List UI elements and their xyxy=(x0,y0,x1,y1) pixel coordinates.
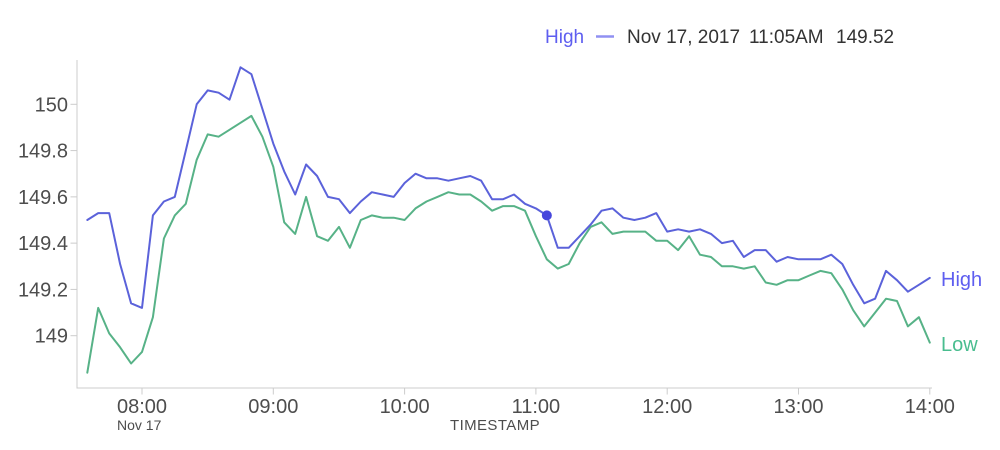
x-tick-label: 13:00 xyxy=(773,396,823,418)
series-lines[interactable] xyxy=(86,66,931,374)
hover-marker-dot xyxy=(541,210,552,221)
series-line-low[interactable] xyxy=(86,114,931,374)
x-axis-date-label: Nov 17 xyxy=(117,417,162,433)
y-tick-label: 149.2 xyxy=(18,279,68,301)
y-tick-label: 149.6 xyxy=(18,187,68,209)
y-tick-label: 149 xyxy=(35,326,68,348)
y-tick-label: 149.4 xyxy=(18,233,68,255)
y-tick-label: 150 xyxy=(35,94,68,116)
legend-hover-date: Nov 17, 2017 xyxy=(627,27,740,48)
x-tick-label: 09:00 xyxy=(248,396,298,418)
x-tick-label: 11:00 xyxy=(512,396,561,418)
hover-legend: High Nov 17, 2017 11:05AM 149.52 xyxy=(545,27,894,48)
x-axis-title: TIMESTAMP xyxy=(450,417,540,434)
selected-point-dot xyxy=(541,210,552,221)
y-tick-label: 149.8 xyxy=(18,141,68,163)
line-end-label-low: Low xyxy=(941,334,978,356)
axis-lines xyxy=(76,60,932,389)
series-line-high[interactable] xyxy=(86,66,931,309)
legend-series-label: High xyxy=(545,27,584,48)
line-end-label-high: High xyxy=(941,269,982,291)
x-tick-label: 14:00 xyxy=(905,396,955,418)
axes: 150 149.8 149.6 149.4 149.2 149 08:00 09:00 10:0… xyxy=(18,60,955,418)
x-tick-label: 10:00 xyxy=(380,396,430,418)
x-tick-label: 08:00 xyxy=(117,396,167,418)
legend-hover-value: 149.52 xyxy=(836,27,894,48)
x-tick-label: 12:00 xyxy=(642,396,692,418)
legend-hover-time: 11:05AM xyxy=(749,27,824,48)
